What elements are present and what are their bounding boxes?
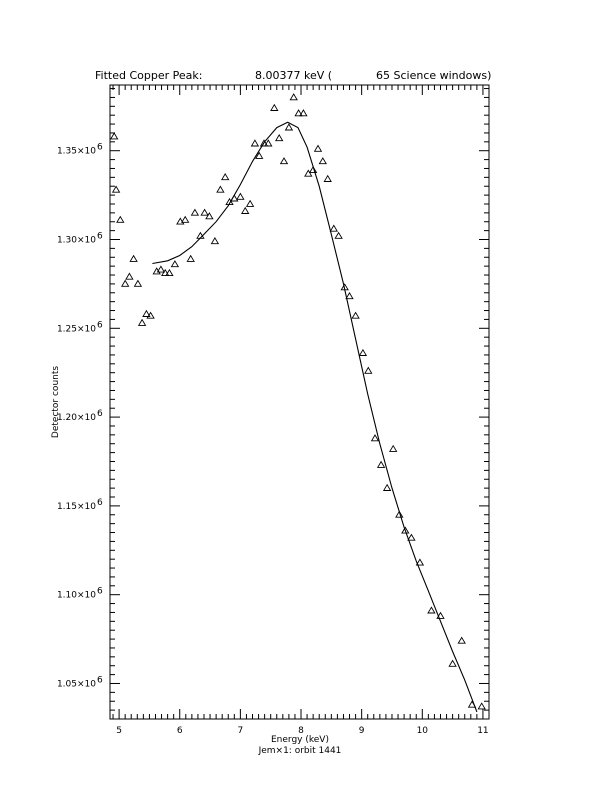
y-tick-label: 1.05×10 [57, 679, 96, 689]
data-point [196, 231, 205, 239]
data-point [116, 215, 125, 223]
data-point [186, 254, 195, 262]
data-points-layer [110, 93, 486, 710]
data-point [170, 260, 180, 268]
x-tick-label: 9 [359, 726, 365, 736]
data-point [351, 311, 360, 319]
y-tick-exponent: 6 [97, 320, 103, 330]
data-point [121, 279, 130, 287]
data-point [259, 139, 269, 147]
x-tick-label: 11 [477, 726, 488, 736]
data-point [364, 366, 373, 374]
data-point [340, 283, 349, 291]
data-point [110, 132, 119, 140]
data-point [210, 237, 220, 245]
chart-title-prefix: Fitted Copper Peak: [95, 69, 202, 82]
x-tick-label: 10 [417, 726, 429, 736]
plot-frame [109, 84, 490, 720]
y-tick-exponent: 6 [97, 587, 103, 597]
data-point [467, 700, 477, 708]
data-point [304, 169, 313, 177]
data-point [245, 199, 255, 207]
data-point [221, 173, 230, 181]
chart-subtitle: Jem×1: orbit 1441 [258, 746, 342, 756]
data-point [264, 139, 273, 147]
fit-curve-layer [152, 121, 478, 713]
x-axis-label: Energy (keV) [271, 735, 329, 745]
data-point [216, 185, 225, 193]
data-point [279, 157, 289, 165]
data-point [401, 526, 410, 534]
data-point [142, 309, 151, 317]
chart-title-suffix: 65 Science windows) [376, 69, 491, 82]
y-tick-exponent: 6 [97, 143, 103, 153]
data-point [250, 139, 260, 147]
data-point [457, 636, 466, 644]
data-point [477, 702, 486, 710]
data-point [275, 134, 284, 142]
data-point [165, 268, 174, 277]
data-point [294, 109, 303, 117]
data-point [427, 606, 436, 614]
data-point [125, 272, 134, 280]
data-point [289, 93, 298, 101]
data-point [156, 265, 166, 273]
data-point [448, 659, 457, 667]
data-point [323, 174, 332, 182]
y-tick-label: 1.35×10 [57, 147, 96, 157]
x-axis: 5 6 7 8 9 10 11 [112, 85, 490, 736]
x-tick-label: 6 [177, 726, 183, 736]
y-tick-exponent: 6 [97, 498, 103, 508]
data-point [255, 151, 264, 159]
data-point [376, 460, 386, 468]
x-tick-label: 5 [116, 726, 122, 736]
y-tick-label: 1.25×10 [57, 324, 96, 334]
data-point [284, 123, 294, 131]
x-tick-label: 7 [238, 726, 244, 736]
data-point [111, 185, 121, 193]
chart-title-value: 8.00377 keV ( [255, 69, 332, 82]
data-point [241, 206, 250, 214]
data-point [137, 318, 147, 326]
data-point [230, 194, 239, 202]
data-point [318, 157, 327, 165]
data-point [270, 103, 279, 111]
data-point [329, 224, 338, 232]
data-point [313, 144, 323, 152]
data-point [308, 165, 318, 174]
y-tick-label: 1.15×10 [57, 502, 96, 512]
data-point [415, 558, 425, 566]
data-point [225, 197, 234, 206]
y-axis-label: Detector counts [51, 366, 61, 438]
data-point [181, 215, 190, 223]
data-point [389, 444, 398, 452]
data-point [299, 109, 308, 117]
data-point [190, 208, 200, 216]
data-point [133, 279, 143, 287]
y-tick-exponent: 6 [97, 409, 103, 419]
data-point [395, 510, 404, 518]
fit-curve [152, 121, 478, 713]
data-point [407, 533, 416, 541]
data-point [370, 434, 380, 442]
data-point [161, 268, 170, 277]
y-tick-exponent: 6 [97, 232, 103, 242]
data-point [345, 292, 354, 300]
y-tick-label: 1.10×10 [57, 591, 96, 601]
data-point [129, 254, 138, 262]
data-point [334, 231, 343, 239]
data-point [382, 483, 392, 491]
y-tick-exponent: 6 [97, 675, 103, 685]
data-point [200, 208, 209, 216]
data-point [146, 311, 155, 319]
y-tick-label: 1.20×10 [57, 413, 96, 423]
data-point [236, 192, 245, 200]
y-tick-label: 1.30×10 [57, 236, 96, 246]
data-point [205, 212, 214, 220]
data-point [358, 348, 368, 356]
y-axis: 1.05×10 61.10×10 61.15×10 61.20×10 61.25×10 6… [57, 88, 489, 711]
x-tick-label: 8 [298, 726, 304, 736]
data-point [436, 611, 445, 619]
